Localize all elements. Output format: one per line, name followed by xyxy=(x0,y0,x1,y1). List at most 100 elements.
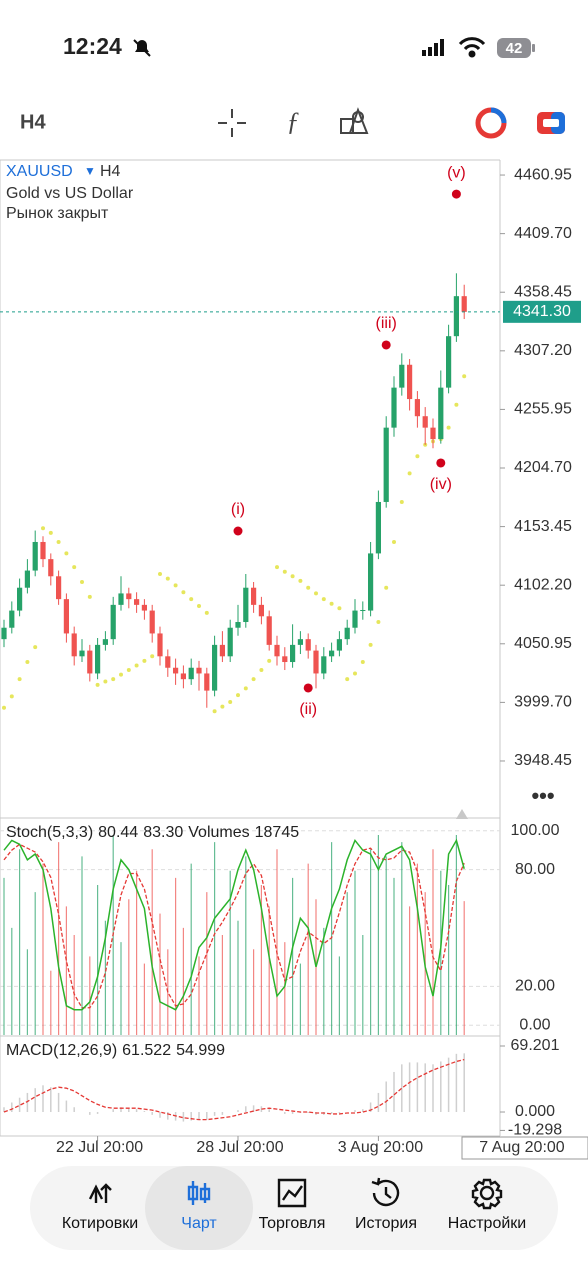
mute-icon xyxy=(133,39,151,57)
candle-body xyxy=(344,627,350,640)
candle-body xyxy=(352,610,358,628)
x-tick-label: 28 Jul 20:00 xyxy=(196,1139,283,1156)
symbol-description: Gold vs US Dollar xyxy=(6,185,134,202)
candle-body xyxy=(243,587,249,623)
wave-label: (i) xyxy=(231,501,245,518)
stoch-k-line xyxy=(3,838,465,1011)
candle-body xyxy=(196,667,202,674)
candle-body xyxy=(399,364,405,388)
nav-bar xyxy=(30,1166,558,1250)
y-tick-label: 4255.95 xyxy=(514,401,572,418)
sar-dot xyxy=(345,677,350,682)
candle-body xyxy=(134,599,140,605)
nav-icon xyxy=(187,1181,211,1205)
sar-dot xyxy=(228,700,233,705)
nav-item[interactable]: Настройки xyxy=(448,1215,526,1232)
candle-body xyxy=(173,667,179,674)
candle-body xyxy=(63,599,69,634)
one-click-button[interactable] xyxy=(537,112,565,134)
sar-dot xyxy=(259,668,264,673)
sar-dot xyxy=(212,709,217,714)
sar-dot xyxy=(17,677,22,682)
candle-body xyxy=(258,604,264,617)
sar-dot xyxy=(314,591,318,596)
nav-item[interactable]: История xyxy=(355,1215,417,1232)
candle-body xyxy=(430,427,436,440)
cursor-time-label: 7 Aug 20:00 xyxy=(479,1139,565,1156)
candle-body xyxy=(24,570,30,588)
wave-label: (iv) xyxy=(430,476,452,493)
x-tick-label: 3 Aug 20:00 xyxy=(338,1139,424,1156)
sar-dot xyxy=(25,660,30,665)
sar-dot xyxy=(126,668,131,673)
more-button[interactable]: ••• xyxy=(531,783,554,808)
nav-item[interactable]: Чарт xyxy=(181,1215,217,1232)
nav-icon xyxy=(88,1183,112,1203)
candle-body xyxy=(165,656,171,668)
nav-item[interactable]: Торговля xyxy=(259,1215,326,1232)
battery-tip xyxy=(532,44,535,52)
sar-dot xyxy=(399,499,404,504)
nav-icon xyxy=(277,1178,307,1208)
sar-dot xyxy=(9,694,14,699)
sar-dot xyxy=(204,610,209,615)
y-tick-label: 4204.70 xyxy=(514,459,572,476)
sar-dot xyxy=(251,677,256,682)
sar-dot xyxy=(353,671,357,676)
wave-point xyxy=(451,189,461,199)
candle-body xyxy=(414,399,420,417)
candle-body xyxy=(204,673,210,691)
chart-timeframe: H4 xyxy=(100,163,121,180)
sar-dot xyxy=(95,682,100,687)
sar-dot xyxy=(80,579,84,584)
sar-dot xyxy=(306,585,311,590)
wave-label: (v) xyxy=(447,164,466,181)
indicator-legend: MACD(12,26,9) 61.522 54.999 xyxy=(6,1042,225,1059)
candle-body xyxy=(407,364,413,400)
candle-body xyxy=(446,336,452,388)
sar-dot xyxy=(415,454,420,459)
macd-tick-label: -19.298 xyxy=(508,1122,562,1139)
y-tick-label: 4102.20 xyxy=(514,576,572,593)
nav-item[interactable]: Котировки xyxy=(62,1215,138,1232)
symbol[interactable]: XAUUSD xyxy=(6,163,73,180)
symbol-dropdown[interactable]: ▼ xyxy=(84,164,96,178)
indicator-legend: Stoch(5,3,3) 80.44 83.30 Volumes 18745 xyxy=(6,824,299,841)
candle-body xyxy=(329,650,335,657)
y-tick-label: 3948.45 xyxy=(514,752,572,769)
sar-dot xyxy=(2,705,6,710)
candle-body xyxy=(102,639,108,645)
sar-dot xyxy=(236,693,240,698)
wave-point xyxy=(381,340,391,350)
sar-dot xyxy=(56,539,61,544)
crosshair-button[interactable] xyxy=(218,109,246,137)
sar-dot xyxy=(337,606,342,611)
y-tick-label: 4409.70 xyxy=(514,225,572,242)
sar-dot xyxy=(360,660,365,665)
sar-dot xyxy=(407,471,412,476)
y-tick-label: 4307.20 xyxy=(514,342,572,359)
stoch-tick-label: 20.00 xyxy=(515,978,555,995)
candle-body xyxy=(368,553,374,611)
legend-value: 83.30 xyxy=(143,824,183,841)
timeframe-button[interactable]: H4 xyxy=(20,111,46,133)
sar-dot xyxy=(462,374,467,379)
candle-body xyxy=(1,627,7,640)
y-tick-label: 4358.45 xyxy=(514,283,572,300)
sar-dot xyxy=(220,704,225,709)
sar-dot xyxy=(119,672,123,677)
candle-body xyxy=(313,650,319,674)
cursor-time-box xyxy=(461,1136,588,1160)
x-tick-label: 22 Jul 20:00 xyxy=(56,1139,143,1156)
stoch-tick-label: 80.00 xyxy=(515,861,555,878)
sar-dot xyxy=(64,551,69,556)
objects-button[interactable] xyxy=(340,107,369,134)
sar-dot xyxy=(173,583,178,588)
indicators-button[interactable]: ƒ xyxy=(287,107,300,136)
sar-dot xyxy=(290,574,295,579)
sar-dot xyxy=(321,597,326,602)
trade-button[interactable] xyxy=(475,107,507,139)
legend-value: Stoch(5,3,3) xyxy=(6,824,93,841)
